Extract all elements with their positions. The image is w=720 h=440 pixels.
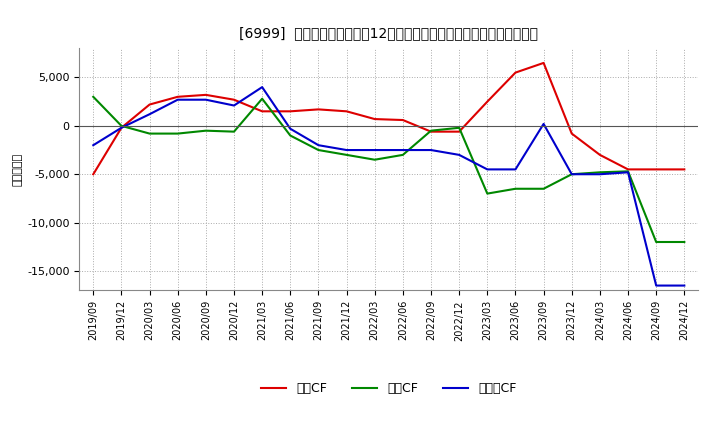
営業CF [455, 129, 464, 134]
投資CF [230, 129, 238, 134]
投資CF [117, 123, 126, 128]
営業CF [342, 109, 351, 114]
営業CF [145, 102, 154, 107]
投資CF [89, 94, 98, 99]
フリーCF [595, 172, 604, 177]
営業CF [399, 117, 408, 123]
投資CF [145, 131, 154, 136]
投資CF [624, 169, 632, 174]
Legend: 営業CF, 投資CF, フリーCF: 営業CF, 投資CF, フリーCF [256, 378, 521, 400]
フリーCF [370, 147, 379, 153]
フリーCF [117, 125, 126, 130]
フリーCF [202, 97, 210, 103]
営業CF [314, 107, 323, 112]
投資CF [202, 128, 210, 133]
フリーCF [89, 143, 98, 148]
営業CF [174, 94, 182, 99]
営業CF [595, 152, 604, 158]
フリーCF [174, 97, 182, 103]
投資CF [652, 239, 660, 245]
フリーCF [427, 147, 436, 153]
フリーCF [286, 126, 294, 132]
投資CF [370, 157, 379, 162]
投資CF [174, 131, 182, 136]
営業CF [652, 167, 660, 172]
フリーCF [145, 112, 154, 117]
営業CF [286, 109, 294, 114]
営業CF [539, 60, 548, 66]
投資CF [258, 96, 266, 101]
フリーCF [567, 172, 576, 177]
Line: 営業CF: 営業CF [94, 63, 684, 174]
投資CF [539, 186, 548, 191]
フリーCF [539, 121, 548, 127]
投資CF [511, 186, 520, 191]
営業CF [567, 131, 576, 136]
営業CF [483, 99, 492, 104]
フリーCF [680, 283, 688, 288]
投資CF [455, 125, 464, 130]
投資CF [427, 128, 436, 133]
フリーCF [483, 167, 492, 172]
営業CF [680, 167, 688, 172]
投資CF [483, 191, 492, 196]
投資CF [286, 133, 294, 138]
投資CF [680, 239, 688, 245]
営業CF [202, 92, 210, 98]
営業CF [230, 97, 238, 103]
営業CF [624, 167, 632, 172]
投資CF [399, 152, 408, 158]
フリーCF [511, 167, 520, 172]
投資CF [314, 147, 323, 153]
投資CF [595, 170, 604, 175]
営業CF [258, 109, 266, 114]
営業CF [511, 70, 520, 75]
営業CF [89, 172, 98, 177]
投資CF [342, 152, 351, 158]
フリーCF [342, 147, 351, 153]
営業CF [370, 117, 379, 122]
営業CF [117, 125, 126, 130]
フリーCF [258, 84, 266, 90]
フリーCF [399, 147, 408, 153]
営業CF [427, 129, 436, 134]
フリーCF [230, 103, 238, 108]
フリーCF [624, 170, 632, 175]
フリーCF [652, 283, 660, 288]
投資CF [567, 172, 576, 177]
フリーCF [455, 152, 464, 158]
フリーCF [314, 143, 323, 148]
Title: [6999]  キャッシュフローの12か月移動合計の対前年同期増減額の推移: [6999] キャッシュフローの12か月移動合計の対前年同期増減額の推移 [239, 26, 539, 40]
Line: 投資CF: 投資CF [94, 97, 684, 242]
Line: フリーCF: フリーCF [94, 87, 684, 286]
Y-axis label: （百万円）: （百万円） [13, 153, 23, 186]
